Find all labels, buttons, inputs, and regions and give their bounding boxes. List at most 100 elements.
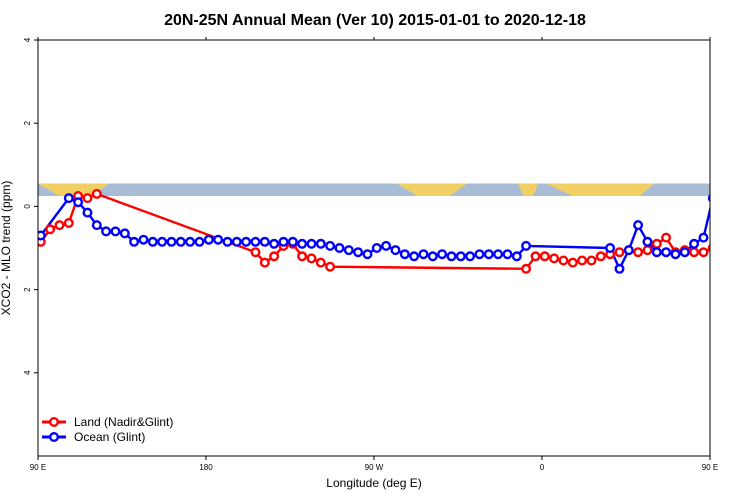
x-tick-label: 180: [199, 463, 213, 472]
data-point: [110, 226, 121, 237]
data-point: [689, 238, 700, 249]
y-tick-label: 0: [23, 204, 32, 209]
map-band: [38, 183, 710, 196]
y-tick-label: 4: [23, 370, 32, 375]
data-point: [203, 234, 214, 245]
data-point: [297, 251, 308, 262]
y-axis-label: XCO2 - MLO trend (ppm): [0, 181, 13, 316]
x-tick-label: 90 E: [30, 463, 46, 472]
data-point: [381, 240, 392, 251]
legend-land-label: Land (Nadir&Glint): [74, 415, 173, 429]
legend-land-marker: [49, 417, 60, 428]
data-point: [670, 249, 681, 260]
data-point: [278, 236, 289, 247]
data-point: [623, 245, 634, 256]
data-point: [689, 247, 700, 258]
data-point: [297, 238, 308, 249]
data-point: [539, 251, 550, 262]
data-point: [101, 226, 112, 237]
data-point: [325, 261, 336, 272]
data-point: [231, 236, 242, 247]
data-point: [661, 247, 672, 258]
data-point: [269, 251, 280, 262]
data-point: [91, 220, 102, 231]
data-point: [306, 253, 317, 264]
land-region: [396, 183, 468, 196]
data-point: [474, 249, 485, 260]
data-point: [362, 249, 373, 260]
chart-title: 20N-25N Annual Mean (Ver 10) 2015-01-01 …: [164, 12, 586, 29]
data-point: [185, 236, 196, 247]
data-point: [614, 247, 625, 258]
x-axis-bottom: 90 E 180 90 W 0 90 E: [30, 456, 718, 472]
data-point: [63, 217, 74, 228]
y-tick-label: 4: [23, 37, 32, 42]
data-point: [157, 236, 168, 247]
data-point: [45, 224, 56, 235]
data-point: [409, 251, 420, 262]
data-point: [194, 236, 205, 247]
data-point: [250, 236, 261, 247]
data-point: [521, 240, 532, 251]
data-point: [698, 247, 709, 258]
x-tick-label: 0: [540, 463, 545, 472]
data-point: [728, 234, 736, 242]
data-point: [493, 249, 504, 260]
data-point: [661, 232, 672, 243]
data-point: [91, 188, 102, 199]
data-point: [521, 263, 532, 274]
data-point: [259, 257, 270, 268]
x-tick-label: 90 W: [365, 463, 384, 472]
data-point: [567, 257, 578, 268]
series-line-0: [39, 192, 710, 270]
y-axis: 4 2 0 2 4: [23, 37, 38, 375]
data-point: [679, 247, 690, 258]
legend-entry-land: Land (Nadir&Glint): [42, 415, 173, 429]
data-point: [633, 247, 644, 258]
ocean-band: [38, 183, 710, 196]
data-point: [737, 221, 745, 229]
series-lines: [39, 192, 710, 270]
series-line-1: [39, 196, 710, 270]
y-tick-label: 2: [23, 120, 32, 125]
land-region: [38, 183, 109, 196]
data-point: [250, 247, 261, 258]
data-point: [63, 193, 74, 204]
data-point: [558, 255, 569, 266]
data-point: [315, 238, 326, 249]
data-point: [334, 242, 345, 253]
data-point: [737, 232, 745, 240]
data-point: [166, 236, 177, 247]
data-point: [718, 230, 726, 238]
data-point: [642, 236, 653, 247]
data-point: [642, 245, 653, 256]
legend: Land (Nadir&Glint) Ocean (Glint): [42, 415, 173, 444]
x-tick-label: 90 E: [702, 463, 718, 472]
data-point: [465, 251, 476, 262]
data-point: [38, 230, 46, 241]
land-region: [598, 183, 654, 196]
data-point: [390, 245, 401, 256]
data-point: [399, 249, 410, 260]
land-region: [517, 183, 539, 196]
data-point: [287, 236, 298, 247]
data-point: [437, 249, 448, 260]
data-point: [746, 226, 750, 234]
data-point: [306, 238, 317, 249]
data-point: [698, 232, 709, 243]
data-point: [718, 198, 726, 206]
series-points: [38, 188, 750, 274]
legend-ocean-label: Ocean (Glint): [74, 430, 145, 444]
data-point: [511, 251, 522, 262]
legend-entry-ocean: Ocean (Glint): [42, 430, 145, 444]
data-point: [82, 193, 93, 204]
data-point: [241, 236, 252, 247]
data-point: [651, 247, 662, 258]
data-point: [269, 238, 280, 249]
data-point: [455, 251, 466, 262]
data-point: [483, 249, 494, 260]
data-point: [129, 236, 140, 247]
data-point: [586, 255, 597, 266]
data-point: [343, 245, 354, 256]
